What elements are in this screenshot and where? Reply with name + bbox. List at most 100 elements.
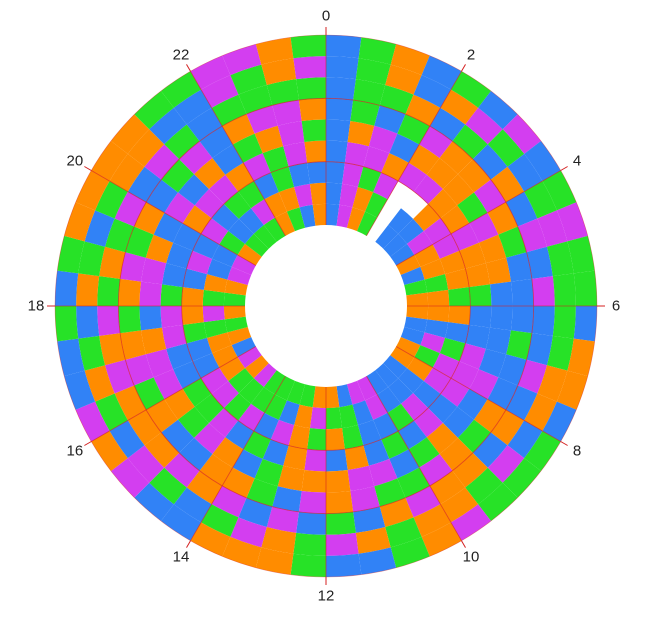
- heatmap-cell: [97, 306, 121, 336]
- heatmap-cell: [355, 58, 391, 86]
- heatmap-cell: [546, 335, 574, 371]
- heatmap-cell: [202, 306, 225, 323]
- heatmap-cell: [296, 77, 326, 101]
- heatmap-cell: [181, 287, 204, 306]
- heatmap-cell: [498, 226, 527, 258]
- heatmap-cell: [457, 192, 488, 224]
- heatmap-cell: [125, 354, 154, 386]
- heatmap-cell: [178, 174, 210, 206]
- heatmap-cell: [227, 326, 252, 346]
- heatmap-cell: [506, 252, 532, 282]
- heatmap-cell: [194, 189, 224, 219]
- heatmap-cell: [141, 327, 167, 355]
- heatmap-cell: [459, 343, 486, 370]
- heatmap-cell: [440, 378, 470, 407]
- heatmap-cell: [186, 470, 223, 505]
- heatmap-cell: [420, 332, 446, 354]
- heatmap-cell: [212, 437, 244, 468]
- heatmap-cell: [373, 172, 399, 200]
- heatmap-cell: [427, 306, 450, 323]
- heatmap-cell: [202, 289, 225, 306]
- heatmap-cell: [326, 511, 356, 535]
- heatmap-cell: [407, 230, 433, 255]
- heatmap-cell: [408, 144, 440, 175]
- heatmap-cell: [304, 449, 326, 472]
- heatmap-cell: [293, 56, 326, 80]
- heatmap-cell: [537, 365, 568, 402]
- heatmap-cell: [526, 246, 553, 279]
- heatmap-cell: [326, 407, 343, 430]
- heatmap-cell: [406, 292, 429, 306]
- heatmap-cell: [485, 327, 511, 355]
- heatmap-cell: [429, 107, 466, 142]
- heatmap-cell: [238, 208, 264, 234]
- heatmap-cell: [232, 449, 263, 479]
- heatmap-cell: [448, 287, 471, 306]
- heatmap-cell: [424, 274, 449, 293]
- heatmap-cell: [182, 268, 207, 290]
- spoke-gridline: [366, 71, 462, 237]
- heatmap-cell: [264, 192, 287, 218]
- heatmap-cell: [307, 161, 326, 184]
- heatmap-cell: [502, 114, 541, 154]
- heatmap-cell: [326, 119, 351, 142]
- heatmap-cell: [164, 124, 200, 160]
- heatmap-cell: [224, 316, 248, 333]
- angular-tick-mark: [84, 166, 92, 171]
- heatmap-cell: [203, 274, 228, 293]
- heatmap-cell: [432, 233, 460, 259]
- heatmap-cell: [182, 378, 212, 407]
- heatmap-cell: [105, 359, 135, 394]
- heatmap-cell: [304, 140, 326, 163]
- heatmap-cell: [342, 162, 364, 187]
- heatmap-cell: [498, 354, 527, 386]
- heatmap-cell: [445, 322, 470, 344]
- heatmap-cell: [336, 384, 353, 408]
- heatmap-cell: [134, 91, 174, 130]
- heatmap-cell: [428, 189, 458, 219]
- heatmap-cell: [405, 94, 441, 127]
- heatmap-cell: [223, 292, 246, 306]
- heatmap-cell: [507, 153, 543, 192]
- heatmap-cell: [383, 355, 408, 379]
- heatmap-cell: [277, 121, 305, 147]
- heatmap-cell: [57, 338, 85, 377]
- heatmap-cell: [105, 218, 135, 253]
- heatmap-cell: [573, 306, 597, 342]
- heatmap-cell: [201, 367, 229, 394]
- heatmap-cell: [299, 384, 316, 408]
- heatmap-cell: [288, 425, 310, 450]
- heatmap-cell: [396, 254, 421, 275]
- heatmap-cell: [490, 281, 513, 306]
- heatmap-cell: [524, 430, 561, 471]
- heatmap-cell: [272, 100, 302, 126]
- heatmap-cell: [160, 284, 183, 306]
- heatmap-cell: [266, 506, 299, 533]
- heatmap-cell: [346, 207, 366, 232]
- heatmap-cell: [114, 191, 147, 227]
- heatmap-cell: [573, 270, 597, 306]
- heatmap-cell: [182, 322, 207, 344]
- angular-tick-label: 14: [173, 549, 190, 566]
- heatmap-cell: [368, 125, 398, 154]
- heatmap-cell: [531, 306, 555, 336]
- heatmap-cell: [429, 470, 466, 505]
- angular-tick-label: 20: [67, 153, 84, 170]
- heatmap-cell: [194, 158, 226, 190]
- heatmap-cell: [274, 376, 295, 401]
- heatmap-cell: [199, 126, 233, 158]
- heatmap-cell: [223, 306, 246, 320]
- heatmap-cell: [293, 532, 326, 556]
- heatmap-cell: [298, 98, 326, 122]
- heatmap-cell: [294, 183, 313, 208]
- heatmap-cell: [253, 412, 279, 440]
- heatmap-cell: [531, 276, 555, 306]
- heatmap-cell: [84, 210, 115, 247]
- heatmap-cell: [190, 522, 231, 557]
- heatmap-cell: [211, 485, 247, 518]
- heatmap-cell: [398, 218, 424, 244]
- heatmap-cell: [246, 105, 278, 134]
- heatmap-cell: [352, 186, 374, 212]
- heatmap-cell: [365, 394, 388, 420]
- spoke-gridline: [366, 375, 462, 541]
